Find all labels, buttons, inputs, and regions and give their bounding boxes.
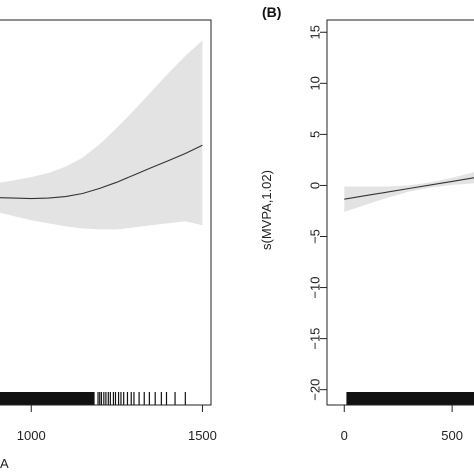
y-tick-label: 5	[307, 131, 322, 138]
y-tick-label: −5	[307, 229, 322, 244]
plot-box	[326, 19, 474, 406]
x-axis-label: A	[0, 456, 9, 471]
rug-dense	[0, 392, 95, 405]
x-tick-label: 1500	[188, 428, 217, 443]
y-tick-label: 0	[307, 182, 322, 189]
smooth-line	[0, 144, 203, 200]
rug-dense	[346, 392, 474, 405]
y-tick-label: −10	[307, 277, 322, 299]
y-tick-label: −20	[307, 379, 322, 401]
confidence-band	[344, 172, 474, 212]
x-tick-label: 0	[341, 428, 348, 443]
panel-label: (B)	[262, 4, 281, 20]
x-tick-label: 500	[441, 428, 463, 443]
plot-box	[0, 19, 212, 406]
y-tick-label: 15	[307, 25, 322, 39]
panel-a: 1000 1500 A	[0, 19, 217, 471]
y-axis-label: s(MVPA,1.02)	[259, 170, 274, 250]
panel-b: 0 500 15 10 5 0 −5 −10 −15 −20 s(MVPA,1.02) (B)	[259, 4, 474, 443]
confidence-band	[0, 40, 203, 230]
y-tick-label: −15	[307, 328, 322, 350]
x-tick-label: 1000	[17, 428, 46, 443]
y-tick-label: 10	[307, 76, 322, 90]
smooth-line	[344, 177, 474, 200]
